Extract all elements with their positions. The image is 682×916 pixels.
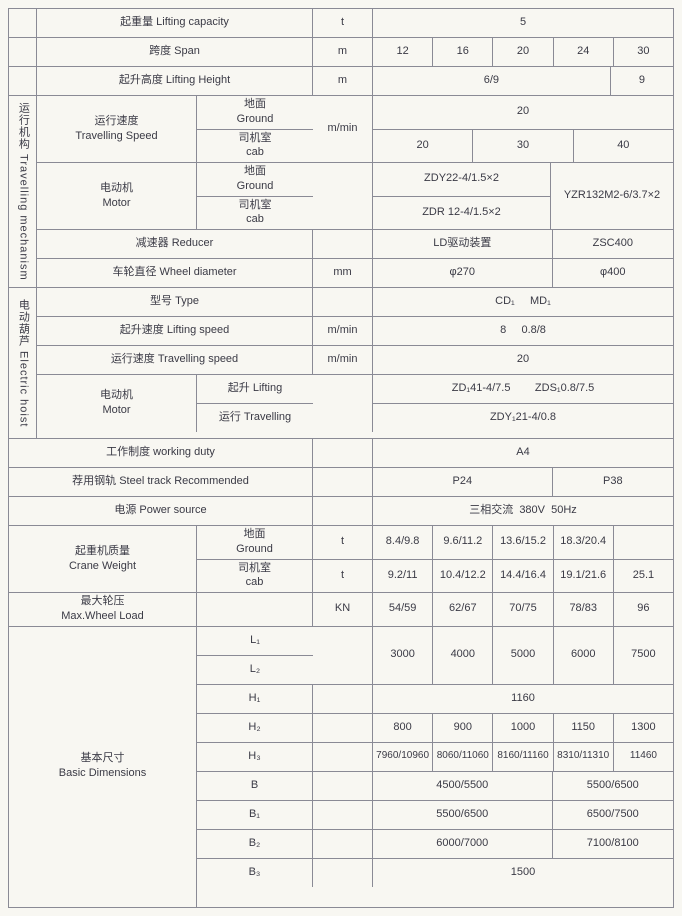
cap-label: 起重量 Lifting capacity: [37, 9, 313, 37]
cap-unit: t: [313, 9, 373, 37]
cap-value: 5: [373, 9, 673, 37]
span-label: 跨度 Span: [37, 38, 313, 66]
dims-label: 基本尺寸Basic Dimensions: [9, 627, 197, 907]
trav-group: 运行机构 Travelling mechanism: [9, 96, 37, 287]
blank: [9, 9, 37, 37]
spec-table: 起重量 Lifting capacity t 5 跨度 Span m 12 16…: [8, 8, 674, 908]
lift-label: 起升高度 Lifting Height: [37, 67, 313, 95]
hoist-group: 电动葫芦 Electric hoist: [9, 288, 37, 438]
